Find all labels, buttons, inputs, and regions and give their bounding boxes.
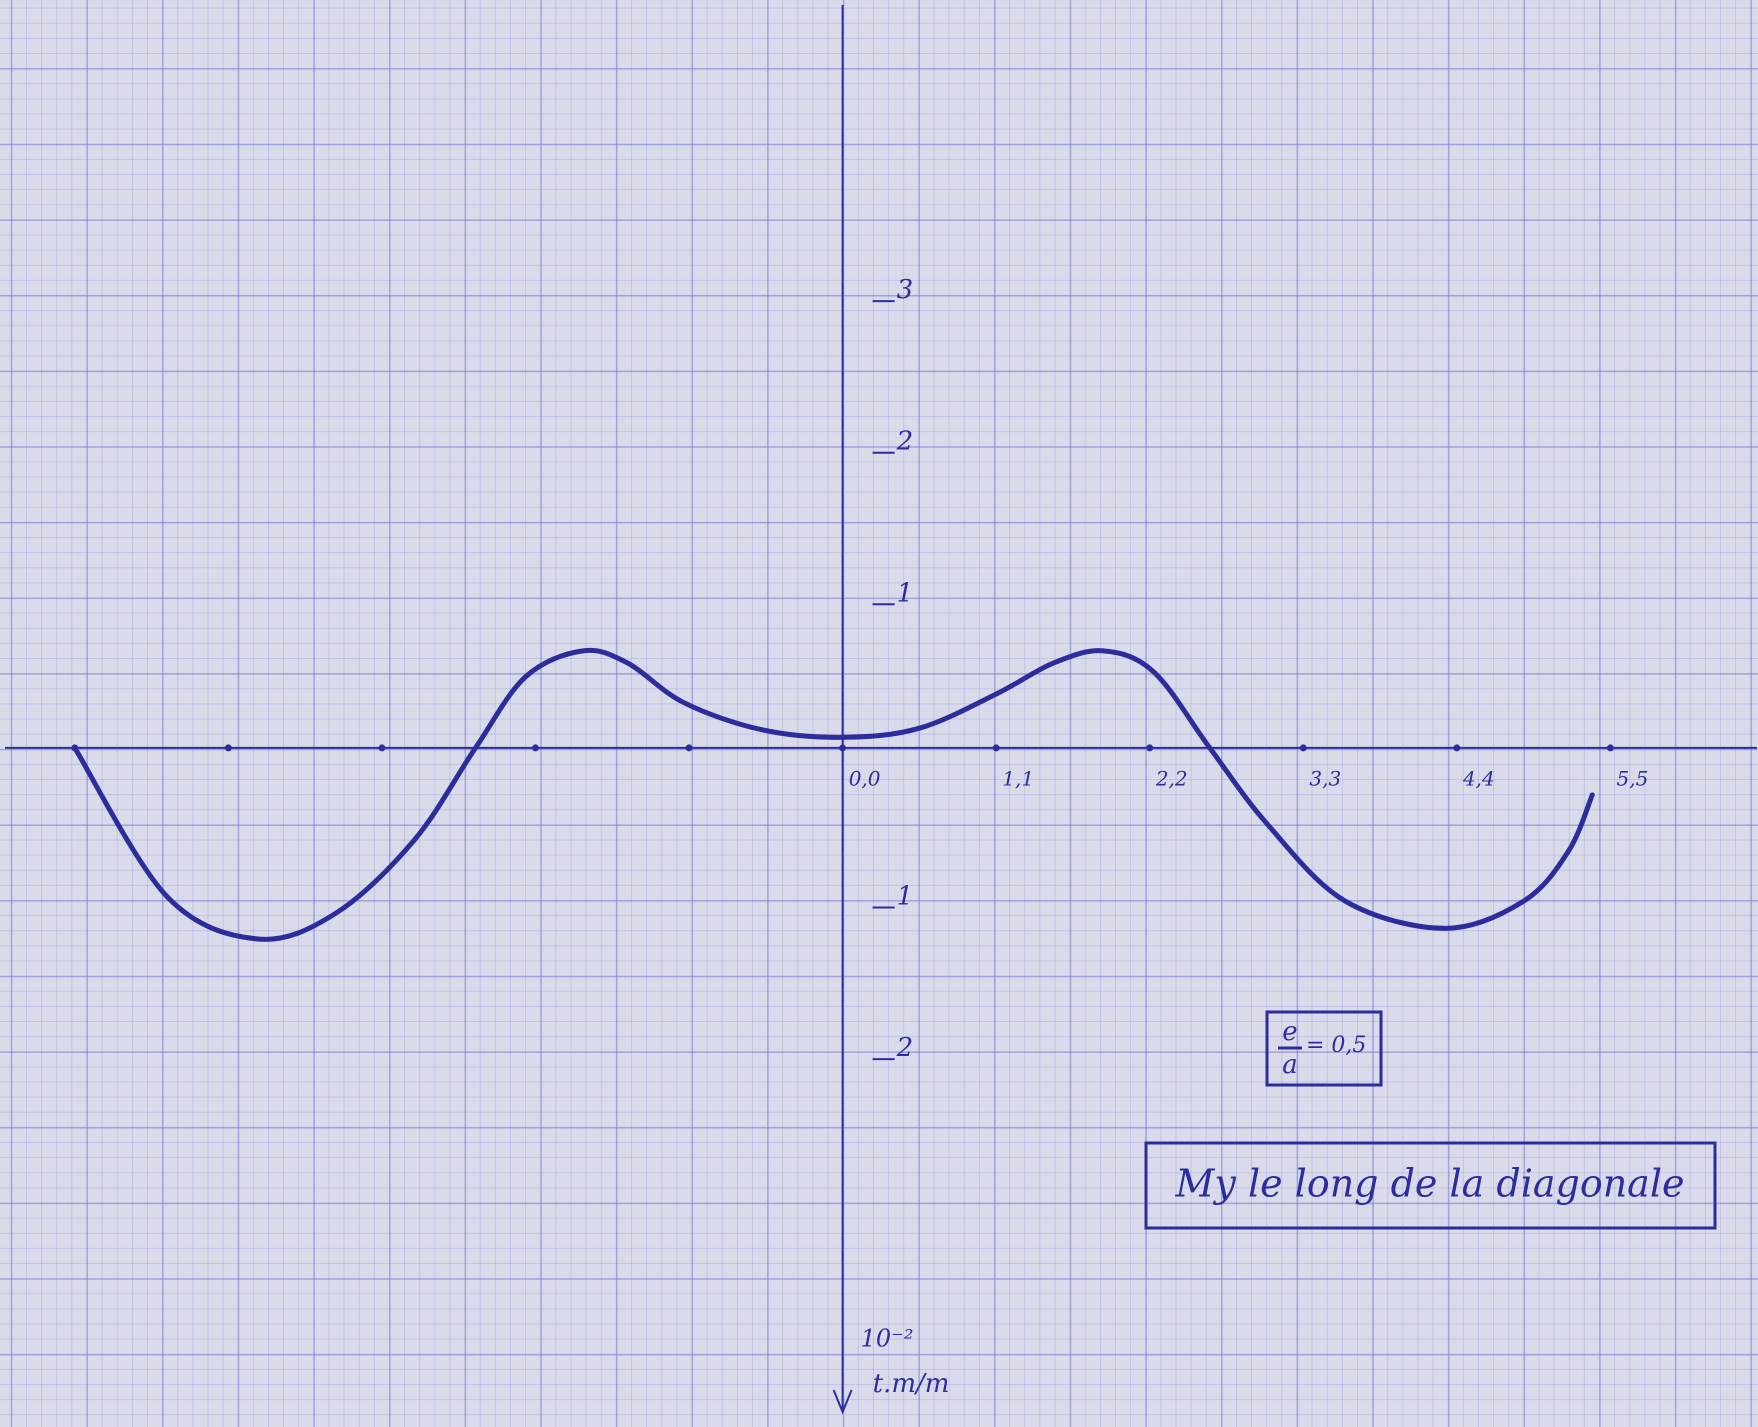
x-tick <box>225 744 232 751</box>
y-tick-label: 2 <box>896 427 914 457</box>
unit-scale: 10⁻² <box>861 1325 914 1353</box>
x-tick <box>532 744 539 751</box>
ratio-value: = 0,5 <box>1306 1033 1366 1058</box>
y-tick-label: 3 <box>897 275 914 305</box>
x-tick <box>686 744 693 751</box>
curve <box>75 650 1592 939</box>
chart: 0,0 1,1 2,2 3,3 4,4 5,5 3 2 1 1 2 10⁻² t.m/m ea = 0,5 M… <box>0 0 1758 1427</box>
x-tick <box>1300 744 1307 751</box>
x-tick <box>839 744 846 751</box>
ratio-numerator: e <box>1282 1017 1297 1047</box>
x-tick <box>1453 744 1460 751</box>
x-tick-label: 4,4 <box>1462 766 1495 790</box>
x-tick-label: 1,1 <box>1002 766 1034 790</box>
y-tick-label: 1 <box>897 578 914 608</box>
x-tick <box>378 744 385 751</box>
x-tick <box>1146 744 1153 751</box>
x-tick <box>993 744 1000 751</box>
x-tick-label: 0,0 <box>849 766 881 790</box>
x-tick <box>1607 744 1614 751</box>
y-tick-label: 1 <box>897 882 914 912</box>
y-tick-label: 2 <box>896 1033 914 1063</box>
chart-title: My le long de la diagonale <box>1175 1162 1685 1206</box>
page: {"chart_data": { "type": "line", "title"… <box>0 0 1758 1427</box>
x-tick-label: 5,5 <box>1617 766 1649 790</box>
y-axis-label: t.m/m <box>873 1369 950 1399</box>
ratio-denominator: a <box>1282 1050 1298 1080</box>
x-tick-label: 3,3 <box>1309 766 1341 790</box>
x-tick-label: 2,2 <box>1155 766 1188 790</box>
